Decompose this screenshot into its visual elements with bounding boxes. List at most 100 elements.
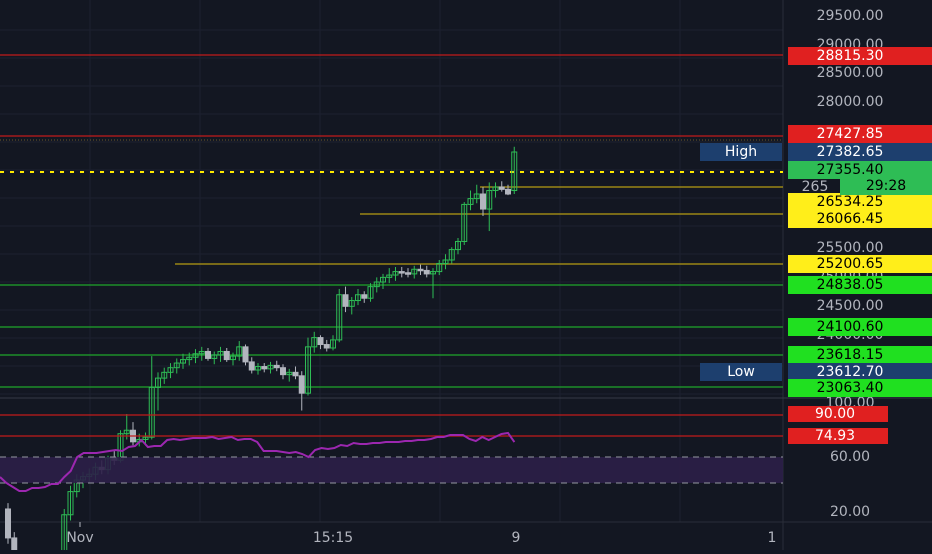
candle-body <box>205 350 211 359</box>
candle-body <box>492 186 499 192</box>
price-axis-tick: 25500.00 <box>817 240 884 256</box>
rsi-label: 74.93 <box>815 428 855 444</box>
candle-body <box>261 366 268 370</box>
price-tag-box <box>700 143 782 161</box>
time-axis-tick: 15:15 <box>313 530 353 546</box>
candle-body <box>61 514 68 554</box>
candle-body <box>298 375 305 394</box>
candle-body <box>242 346 249 363</box>
candle-body <box>411 268 418 275</box>
price-label-box <box>788 276 932 294</box>
price-label-box <box>788 193 932 211</box>
price-label: 27382.65 <box>817 144 884 160</box>
price-axis-tick: 24500.00 <box>817 298 884 314</box>
price-label-box <box>788 255 932 273</box>
time-axis-tick: 9 <box>512 530 521 546</box>
price-label: 27427.85 <box>817 126 884 142</box>
price-label-box <box>788 125 932 143</box>
candle-body <box>430 271 436 275</box>
candle-body <box>123 429 130 435</box>
candle-body <box>11 537 18 554</box>
countdown-box <box>840 177 932 195</box>
candle-body <box>5 508 11 539</box>
candle-body <box>305 346 311 394</box>
candle-body <box>473 193 480 200</box>
candle-body <box>292 371 299 377</box>
price-label-box <box>788 318 932 336</box>
candle-body <box>505 188 511 195</box>
candle-body <box>480 193 486 210</box>
candle-body <box>248 361 255 371</box>
candle-body <box>286 371 293 376</box>
price-label: 26066.45 <box>817 211 884 227</box>
candle-body <box>380 276 386 283</box>
candle-body <box>336 294 343 341</box>
candle-body <box>155 377 161 388</box>
candle-body <box>198 350 205 355</box>
candle-body <box>217 350 224 356</box>
price-axis-tick: 28000.00 <box>817 94 884 110</box>
candle-body <box>67 491 74 516</box>
candle-body <box>186 356 193 361</box>
candle-body <box>211 354 218 359</box>
price-label-box <box>788 210 932 228</box>
candle-body <box>280 367 286 376</box>
candle-body <box>423 269 430 275</box>
candle-body <box>386 274 393 278</box>
candle-body <box>367 286 374 299</box>
price-label: 28815.30 <box>817 48 884 64</box>
price-label-box <box>788 346 932 364</box>
price-axis-tick: 28500.00 <box>817 65 884 81</box>
candle-body <box>317 337 324 346</box>
candle-body <box>486 190 493 210</box>
candle-body <box>392 271 399 276</box>
candle-body <box>498 186 505 190</box>
candle-body <box>436 262 443 273</box>
price-tag-box <box>700 363 782 381</box>
rsi-band <box>0 457 783 483</box>
price-label: 24100.60 <box>817 319 884 335</box>
candle-body <box>142 436 149 440</box>
candle-body <box>342 294 349 307</box>
rsi-line <box>0 431 516 492</box>
candle-body <box>173 362 180 369</box>
candle-body <box>417 268 424 272</box>
time-axis-tick: Nov <box>66 530 93 546</box>
price-axis-tick: 29500.00 <box>817 8 884 24</box>
time-axis-tick: 1 <box>768 530 777 546</box>
candle-body <box>167 367 174 373</box>
price-label: 27355.40 <box>817 162 884 178</box>
price-label-box <box>788 363 932 381</box>
candle-body <box>467 198 474 205</box>
price-label: 24838.05 <box>817 277 884 293</box>
price-tag: High <box>725 144 757 160</box>
candle-body <box>448 249 455 261</box>
candle-body <box>323 344 330 349</box>
candle-body <box>192 353 199 358</box>
candle-body <box>161 371 168 379</box>
candle-body <box>273 364 280 369</box>
candle-body <box>511 151 518 192</box>
candle-body <box>230 355 236 361</box>
rsi-axis-tick: 60.00 <box>830 449 870 465</box>
price-label-box <box>788 161 932 179</box>
candle-body <box>373 281 380 288</box>
candle-body <box>461 203 468 242</box>
candle-body <box>348 300 355 307</box>
price-label-box <box>788 379 932 397</box>
candle-body <box>405 272 411 275</box>
candle-body <box>223 350 230 361</box>
rsi-label-box <box>788 406 888 422</box>
candle-body <box>255 366 261 371</box>
price-label: 26534.25 <box>817 194 884 210</box>
price-label: 25200.65 <box>817 256 884 272</box>
candle-body <box>355 294 361 302</box>
price-label: 23612.70 <box>817 364 884 380</box>
countdown-label: 29:28 <box>866 178 906 194</box>
price-axis-tick-partial: 265 <box>802 179 829 195</box>
price-label: 23063.40 <box>817 380 884 396</box>
price-label-box <box>788 143 932 161</box>
candle-body <box>330 339 336 349</box>
